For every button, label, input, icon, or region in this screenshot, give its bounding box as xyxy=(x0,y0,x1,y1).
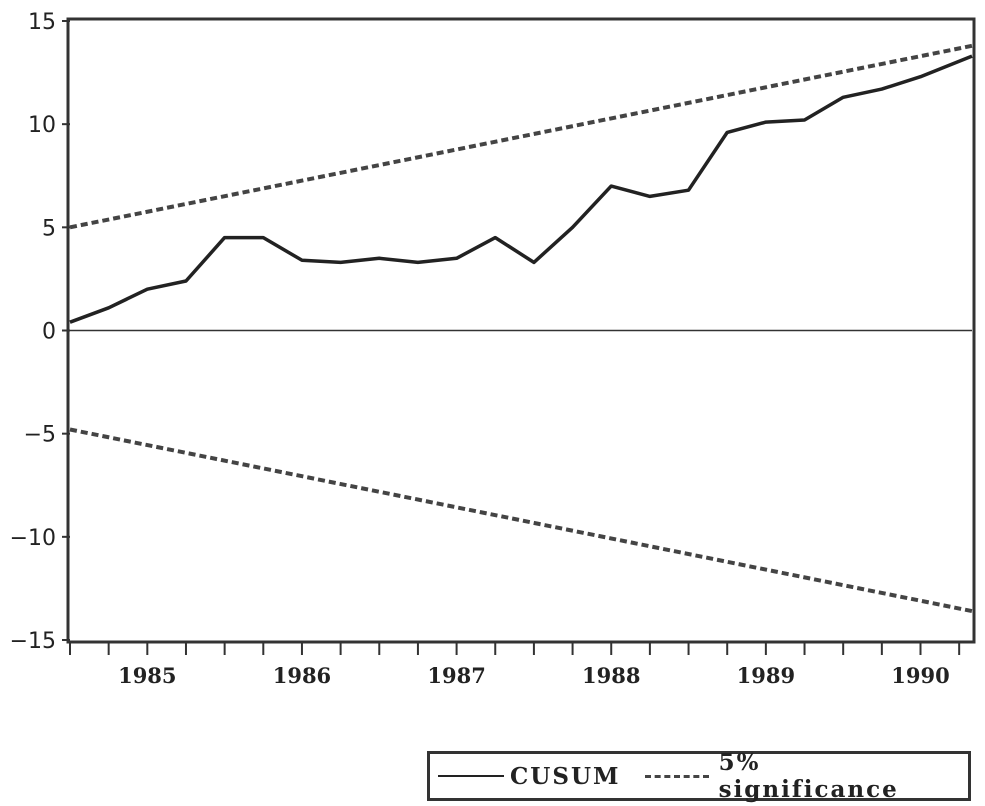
cusum-chart: 15 10 5 0 −5 −10 −15 1985 1986 1987 1988 1989 1990 xyxy=(10,10,976,688)
legend-item-significance: 5% significance xyxy=(644,749,945,803)
legend-swatch-solid xyxy=(438,775,504,777)
series-group xyxy=(69,43,973,614)
legend-label-cusum: CUSUM xyxy=(510,762,621,790)
y-tick-label: −10 xyxy=(10,526,56,551)
y-tick-label: 10 xyxy=(28,113,56,138)
y-axis: 15 10 5 0 −5 −10 −15 xyxy=(10,10,70,654)
legend-swatch-dashed xyxy=(644,774,709,778)
x-tick-label: 1985 xyxy=(118,663,176,688)
x-tick-label: 1989 xyxy=(737,663,795,688)
x-tick-label: 1986 xyxy=(273,663,331,688)
series-line-cusum xyxy=(69,54,973,324)
x-tick-label: 1987 xyxy=(427,663,485,688)
y-tick-label: −5 xyxy=(24,423,56,448)
x-tick-label: 1988 xyxy=(582,663,640,688)
legend: CUSUM 5% significance xyxy=(427,749,971,803)
x-axis: 1985 1986 1987 1988 1989 1990 xyxy=(69,641,961,688)
y-tick-label: 15 xyxy=(28,10,56,35)
legend-label-significance: 5% significance xyxy=(718,749,899,803)
series-line-upper-bound xyxy=(69,43,973,230)
series-line-lower-bound xyxy=(69,427,973,614)
y-tick-label: 5 xyxy=(42,216,56,241)
x-tick-label: 1990 xyxy=(891,663,949,688)
y-tick-label: −15 xyxy=(10,629,56,654)
legend-item-cusum: CUSUM xyxy=(438,763,621,790)
y-tick-label: 0 xyxy=(42,320,56,345)
